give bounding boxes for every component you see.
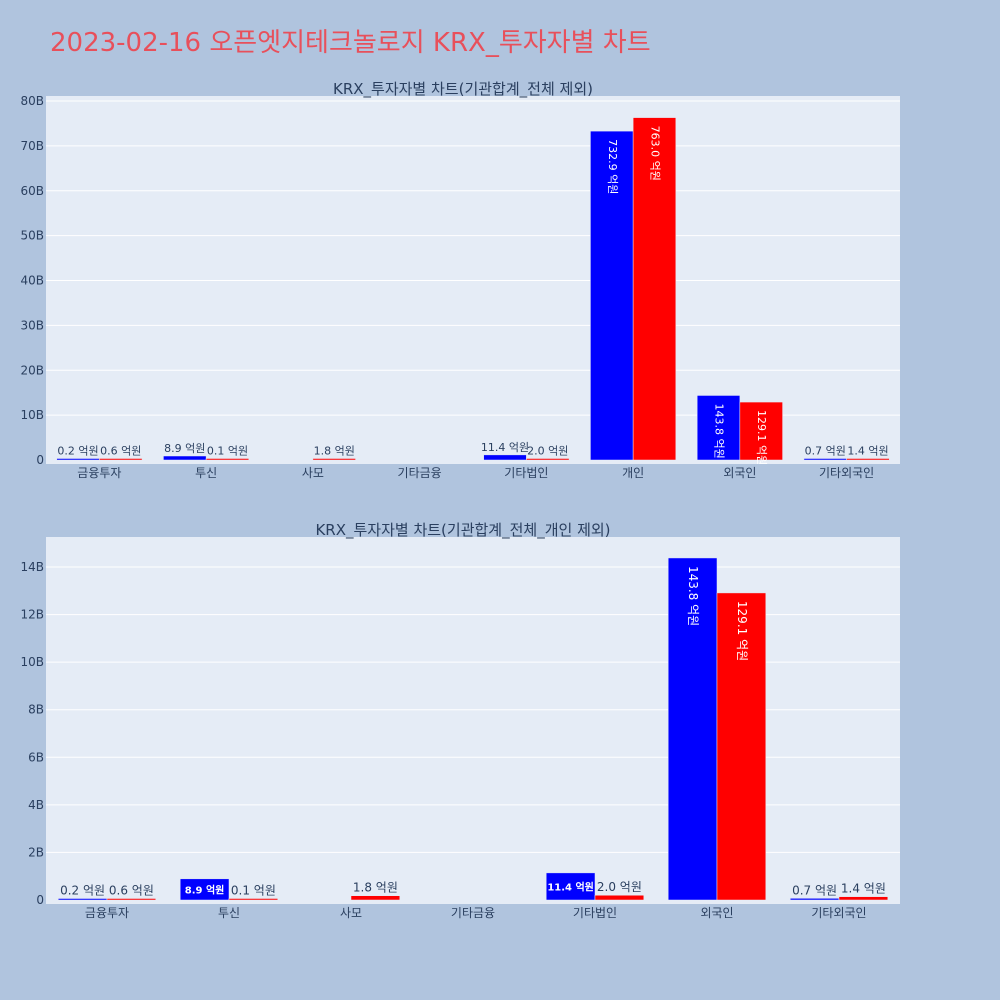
data-label: 0.7 억원: [792, 883, 837, 897]
data-label: 11.4 억원: [547, 880, 594, 893]
y-tick-label: 0: [36, 453, 44, 467]
bar: [838, 896, 889, 901]
plot-area: [46, 537, 900, 904]
y-tick-label: 6B: [28, 750, 44, 764]
bar: [739, 401, 783, 461]
data-label: 2.0 억원: [527, 445, 568, 458]
y-tick-label: 8B: [28, 703, 44, 717]
x-tick-label: 기타외국인: [811, 906, 866, 920]
data-label: 8.9 억원: [164, 442, 205, 455]
y-tick-label: 10B: [20, 408, 44, 422]
x-tick-label: 투신: [218, 906, 240, 920]
data-label: 1.8 억원: [353, 881, 398, 895]
data-label: 1.4 억원: [841, 882, 886, 896]
y-tick-label: 50B: [20, 229, 44, 243]
x-tick-label: 기타법인: [504, 466, 548, 480]
y-tick-label: 60B: [20, 184, 44, 198]
data-label: 0.2 억원: [60, 884, 105, 898]
data-label: 1.8 억원: [314, 445, 355, 458]
bar: [716, 592, 767, 901]
data-label: 732.9 억원: [606, 139, 619, 194]
x-tick-label: 투신: [195, 466, 217, 480]
y-tick-label: 70B: [20, 139, 44, 153]
bar: [696, 395, 741, 461]
data-label: 0.2 억원: [57, 445, 98, 458]
x-tick-label: 기타금융: [451, 906, 495, 920]
y-tick-label: 80B: [20, 94, 44, 108]
bar: [594, 894, 645, 901]
data-label: 0.7 억원: [805, 445, 846, 458]
data-label: 143.8 억원: [713, 403, 726, 458]
bar: [205, 458, 250, 461]
y-tick-label: 2B: [28, 845, 44, 859]
data-label: 0.6 억원: [100, 445, 141, 458]
x-tick-label: 금융투자: [85, 906, 129, 920]
data-label: 129.1 억원: [755, 410, 768, 465]
chart-title: KRX_투자자별 차트(기관합계_전체 제외): [333, 80, 593, 99]
x-tick-label: 금융투자: [77, 466, 121, 480]
bar: [667, 557, 718, 901]
y-tick-label: 14B: [20, 560, 44, 574]
bar: [228, 898, 279, 901]
data-label: 763.0 억원: [648, 126, 661, 181]
x-tick-label: 기타외국인: [819, 466, 874, 480]
page-title: 2023-02-16 오픈엣지테크놀로지 KRX_투자자별 차트: [50, 28, 651, 58]
data-label: 8.9 억원: [185, 883, 225, 896]
bar: [350, 895, 401, 901]
bar: [632, 117, 677, 461]
y-tick-label: 12B: [20, 608, 44, 622]
data-label: 0.1 억원: [231, 884, 276, 898]
y-tick-label: 20B: [20, 363, 44, 377]
data-label: 0.6 억원: [109, 884, 154, 898]
x-tick-label: 외국인: [700, 906, 733, 920]
bar: [846, 458, 890, 461]
x-tick-label: 외국인: [723, 466, 756, 480]
bar: [163, 455, 207, 461]
data-label: 143.8 억원: [686, 566, 700, 626]
x-tick-label: 사모: [340, 906, 362, 920]
data-label: 129.1 억원: [735, 601, 749, 661]
x-tick-label: 기타법인: [573, 906, 617, 920]
y-tick-label: 30B: [20, 318, 44, 332]
bar: [789, 898, 840, 901]
bar: [57, 898, 108, 901]
data-label: 2.0 억원: [597, 880, 642, 894]
bar: [312, 458, 356, 461]
bar: [590, 130, 634, 461]
bar: [179, 878, 230, 901]
data-label: 0.1 억원: [207, 445, 248, 458]
x-tick-label: 기타금융: [398, 466, 442, 480]
bar: [106, 898, 157, 901]
data-label: 1.4 억원: [847, 445, 888, 458]
data-label: 11.4 억원: [481, 441, 529, 454]
bar-chart-all-investors: 0 10B 20B 30B 40B 50B 60B 70B 80B KRX_투자자별 차트(기관합…: [20, 80, 900, 480]
bar: [545, 872, 596, 901]
chart-title: KRX_투자자별 차트(기관합계_전체_개인 제외): [315, 521, 610, 540]
bar-chart-excluding-individuals: 0 2B 4B 6B 8B 10B 12B 14B KRX_투자자별 차트(기관합계_전체_개인…: [20, 521, 900, 920]
x-tick-label: 개인: [622, 466, 644, 480]
bar: [526, 458, 570, 461]
bar: [99, 458, 143, 461]
y-tick-label: 10B: [20, 655, 44, 669]
y-tick-label: 40B: [20, 274, 44, 288]
x-tick-label: 사모: [302, 466, 324, 480]
y-tick-label: 0: [36, 893, 44, 907]
y-tick-label: 4B: [28, 798, 44, 812]
bar: [483, 454, 527, 461]
